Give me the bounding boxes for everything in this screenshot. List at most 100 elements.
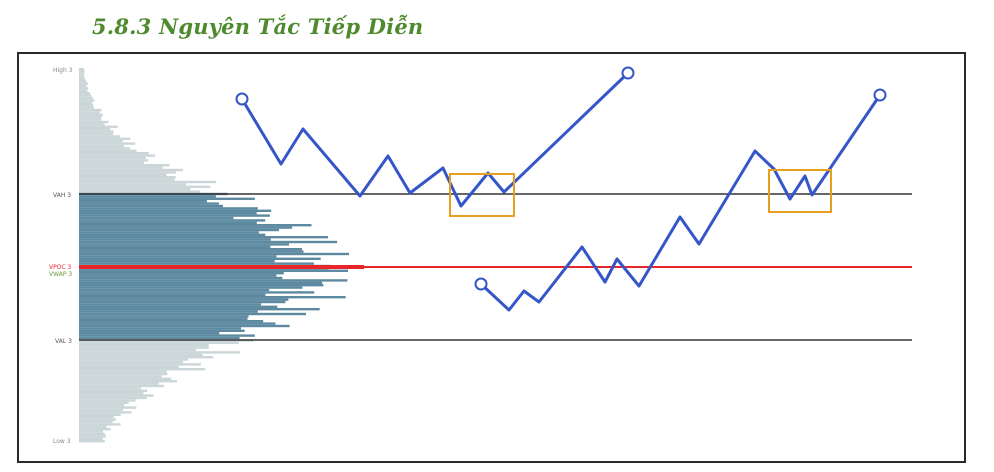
- profile-bar: [79, 346, 209, 349]
- section-heading: 5.8.3 Nguyên Tắc Tiếp Diễn: [92, 14, 424, 39]
- profile-bar: [79, 262, 314, 265]
- profile-bar: [79, 274, 277, 277]
- profile-bar: [79, 166, 163, 169]
- profile-bar: [79, 243, 290, 246]
- profile-bar: [79, 255, 277, 258]
- profile-bar: [79, 416, 114, 419]
- profile-bar: [79, 140, 123, 143]
- profile-bar: [79, 120, 109, 124]
- profile-bar: [79, 116, 102, 119]
- profile-bar: [79, 413, 121, 416]
- profile-bar: [79, 250, 304, 253]
- profile-bar: [79, 382, 159, 385]
- profile-bar: [79, 430, 103, 433]
- profile-bar: [79, 173, 167, 176]
- profile-bar: [79, 180, 217, 184]
- profile-bar: [79, 351, 240, 354]
- profile-bar: [79, 324, 290, 328]
- profile-bar: [79, 147, 130, 150]
- profile-bar: [79, 372, 168, 376]
- profile-bar: [79, 276, 283, 280]
- profile-bar: [79, 87, 89, 90]
- profile-bar: [79, 406, 137, 409]
- highlight-box-1: [449, 173, 515, 217]
- profile-bar: [79, 231, 259, 234]
- profile-bar: [79, 384, 164, 388]
- profile-bar: [79, 293, 266, 296]
- profile-bar: [79, 75, 84, 78]
- profile-bar: [79, 341, 239, 344]
- profile-bar: [79, 418, 116, 421]
- price-path-1: [240, 71, 630, 208]
- profile-bar: [79, 348, 196, 352]
- profile-bar: [79, 154, 155, 157]
- profile-bar: [79, 344, 209, 347]
- profile-bar: [79, 358, 188, 361]
- profile-bar: [79, 130, 114, 133]
- profile-bar: [79, 365, 179, 368]
- profile-bar: [79, 432, 105, 436]
- profile-bar: [79, 178, 175, 181]
- val-label: VAL 3: [55, 338, 72, 345]
- profile-bar: [79, 257, 321, 260]
- profile-bar: [79, 96, 93, 100]
- profile-bar: [79, 336, 240, 340]
- profile-bar: [79, 188, 191, 191]
- profile-bar: [79, 212, 257, 215]
- profile-bar: [79, 396, 147, 400]
- profile-bar: [79, 224, 312, 227]
- profile-bar: [79, 291, 315, 294]
- profile-bar: [79, 164, 170, 167]
- market-profile-diagram: High 3 VAH 3 VPOC 3 VWAP 3 VAL 3 Low 3: [49, 66, 912, 445]
- profile-bar: [79, 200, 207, 203]
- profile-bar: [79, 84, 87, 88]
- profile-bar: [79, 408, 124, 412]
- profile-bar: [79, 363, 201, 366]
- profile-bar: [79, 423, 121, 426]
- profile-bar: [79, 89, 88, 92]
- profile-bar: [79, 113, 103, 116]
- profile-bar: [79, 226, 293, 229]
- vah-label: VAH 3: [53, 192, 71, 199]
- profile-bar: [79, 128, 111, 131]
- profile-bar: [79, 176, 176, 179]
- profile-bar: [79, 411, 132, 414]
- profile-bar: [79, 284, 324, 287]
- profile-bar: [79, 185, 211, 188]
- profile-bar: [79, 144, 124, 148]
- profile-bar: [79, 152, 149, 155]
- profile-bar: [79, 183, 187, 186]
- profile-bar: [79, 159, 149, 162]
- profile-bar: [79, 327, 241, 330]
- high-label: High 3: [53, 67, 73, 74]
- price-path-2: [479, 94, 882, 312]
- profile-bar: [79, 204, 223, 208]
- profile-bar: [79, 104, 94, 107]
- profile-bar: [79, 389, 148, 392]
- profile-bar: [79, 322, 276, 325]
- profile-bar: [79, 329, 245, 332]
- profile-bar: [79, 142, 136, 145]
- profile-bar: [79, 111, 100, 114]
- profile-bar: [79, 334, 255, 337]
- path-2-end-marker: [873, 88, 887, 102]
- path-2-start-marker: [474, 277, 488, 291]
- profile-bar: [79, 281, 323, 284]
- profile-bar: [79, 404, 125, 407]
- profile-bar: [79, 123, 105, 126]
- profile-bar: [79, 171, 176, 174]
- path-1-end-marker: [621, 66, 635, 80]
- profile-bar: [79, 168, 183, 172]
- profile-bar: [79, 236, 328, 239]
- profile-bar: [79, 137, 131, 140]
- profile-bar: [79, 356, 214, 359]
- path-1-start-marker: [235, 92, 249, 106]
- chart-frame: High 3 VAH 3 VPOC 3 VWAP 3 VAL 3 Low 3: [17, 52, 966, 463]
- profile-bar: [79, 303, 262, 306]
- profile-bar: [79, 368, 206, 371]
- profile-bar: [79, 380, 177, 383]
- profile-bar: [79, 360, 183, 364]
- profile-bar: [79, 332, 220, 335]
- profile-bar: [79, 221, 257, 224]
- profile-bar: [79, 92, 91, 95]
